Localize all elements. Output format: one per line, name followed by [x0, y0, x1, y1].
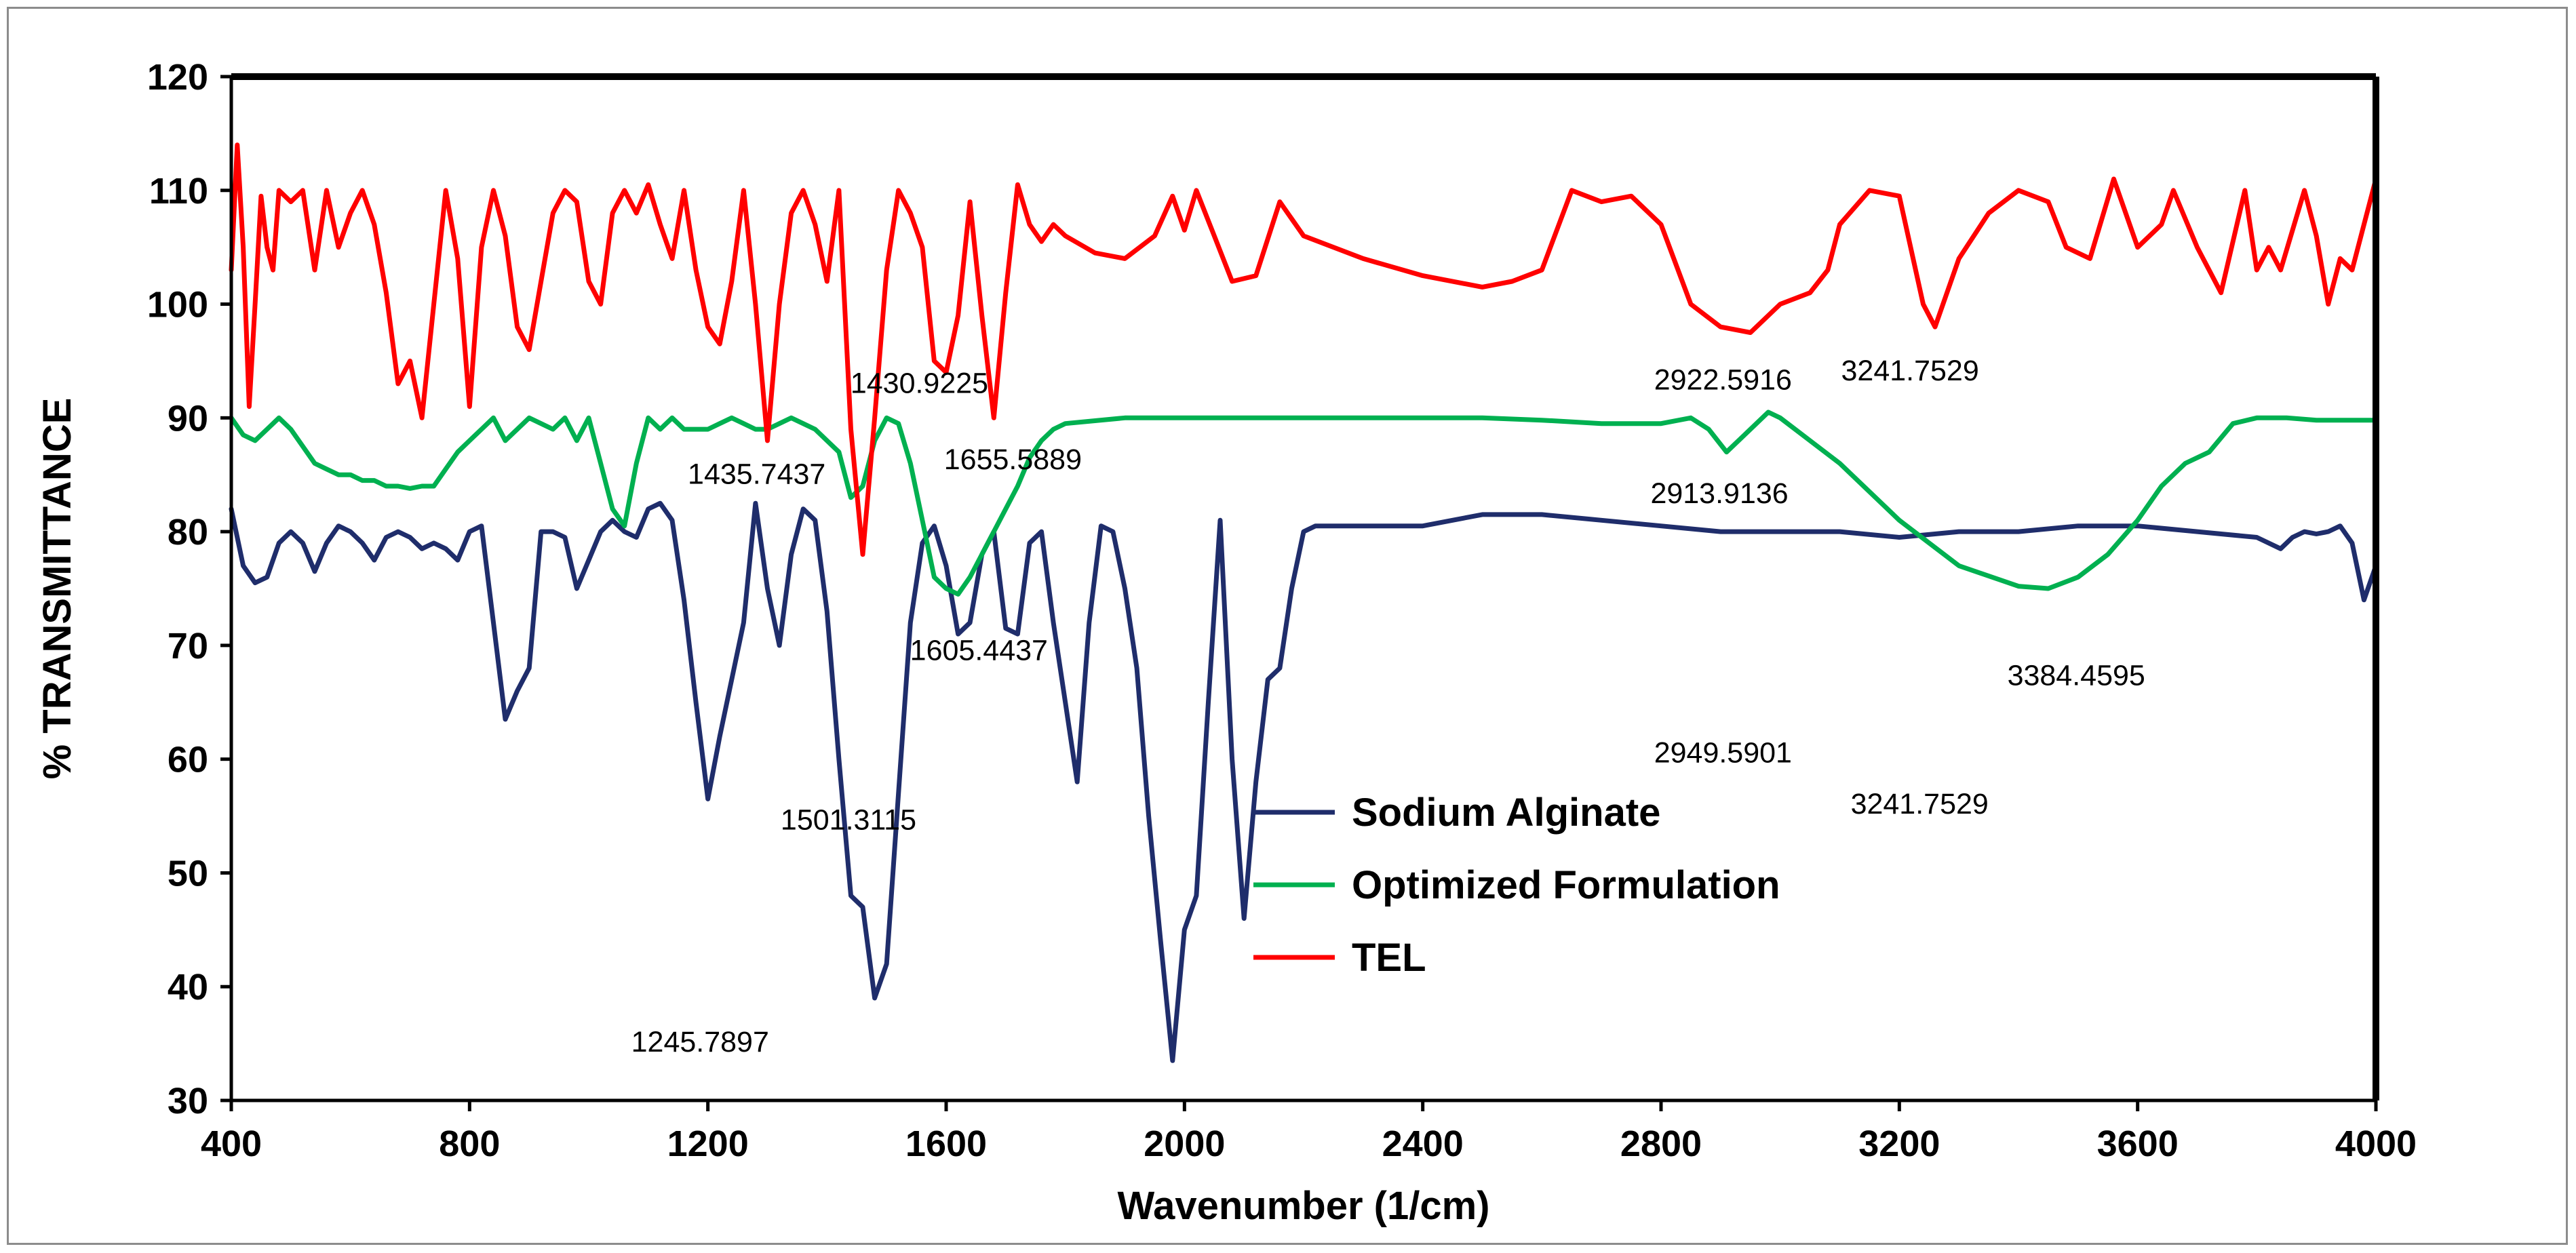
peak-label: 2922.5916 — [1654, 363, 1792, 396]
y-axis-title: % TRANSMITTANCE — [35, 398, 79, 780]
y-tick-label: 30 — [168, 1081, 208, 1121]
x-tick-label: 4000 — [2335, 1123, 2417, 1164]
peak-label: 2949.5901 — [1654, 737, 1792, 770]
x-tick-label: 2000 — [1144, 1123, 1225, 1164]
peak-label: 3384.4595 — [2008, 660, 2145, 692]
peak-label: 3241.7529 — [1841, 355, 1979, 387]
y-tick-label: 110 — [149, 171, 208, 212]
series-line-optimized-formulation — [229, 410, 2379, 597]
x-tick-label: 400 — [201, 1123, 262, 1164]
y-tick-label: 80 — [168, 512, 208, 553]
y-tick-label: 70 — [168, 626, 208, 667]
x-tick-label: 1200 — [667, 1123, 749, 1164]
x-tick-label: 800 — [439, 1123, 500, 1164]
legend-label: Sodium Alginate — [1352, 791, 1660, 835]
y-tick-label: 90 — [168, 398, 208, 439]
y-tick-label: 40 — [168, 967, 208, 1008]
peak-label: 1605.4437 — [910, 635, 1048, 667]
peak-label: 1501.3115 — [781, 804, 916, 837]
peak-label: 3241.7529 — [1851, 788, 1989, 820]
x-tick-label: 2800 — [1620, 1123, 1702, 1164]
peak-label: 1435.7437 — [688, 458, 825, 491]
peak-label: 1245.7897 — [631, 1026, 769, 1058]
y-tick-label: 60 — [168, 740, 208, 780]
y-tick-label: 120 — [147, 57, 208, 98]
legend-label: Optimized Formulation — [1352, 863, 1780, 907]
series-line-sodium-alginate — [229, 500, 2379, 1063]
x-tick-label: 1600 — [905, 1123, 987, 1164]
x-tick-label: 3200 — [1858, 1123, 1940, 1164]
peak-label: 1430.9225 — [851, 367, 988, 399]
x-tick-label: 3600 — [2097, 1123, 2179, 1164]
x-axis-title: Wavenumber (1/cm) — [1118, 1184, 1490, 1228]
y-tick-label: 100 — [147, 285, 208, 325]
peak-label: 1655.5889 — [944, 443, 1082, 476]
y-tick-label: 50 — [168, 853, 208, 894]
x-tick-label: 2400 — [1382, 1123, 1464, 1164]
legend-label: TEL — [1352, 936, 1426, 980]
series-line-tel — [229, 142, 2379, 557]
peak-label: 2913.9136 — [1650, 477, 1788, 510]
